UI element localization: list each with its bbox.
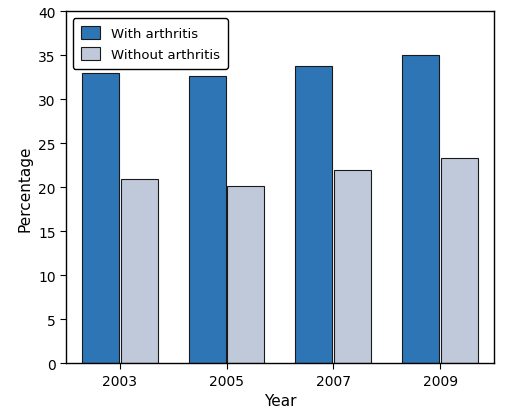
Bar xyxy=(441,159,478,363)
Legend: With arthritis, Without arthritis: With arthritis, Without arthritis xyxy=(73,19,228,70)
Y-axis label: Percentage: Percentage xyxy=(18,145,33,231)
Bar xyxy=(296,67,332,363)
Bar xyxy=(228,186,264,363)
Bar xyxy=(121,179,157,363)
Bar xyxy=(334,170,371,363)
Bar xyxy=(189,76,225,363)
Bar xyxy=(82,74,119,363)
X-axis label: Year: Year xyxy=(264,393,296,408)
Bar xyxy=(403,56,439,363)
